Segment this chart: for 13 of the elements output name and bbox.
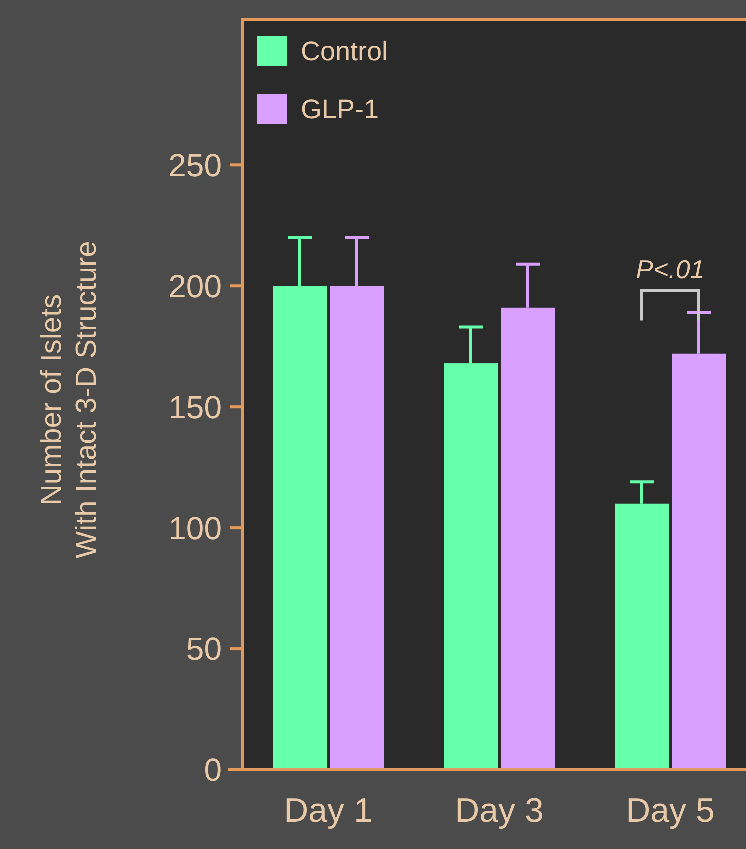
x-tick-label: Day 3 xyxy=(455,792,544,830)
y-tick-label: 0 xyxy=(204,752,222,788)
y-tick-label: 200 xyxy=(168,268,222,304)
x-tick-label: Day 1 xyxy=(284,792,373,830)
y-tick-label: 50 xyxy=(186,631,222,668)
y-tick-label: 100 xyxy=(168,510,222,546)
x-tick-label: Day 5 xyxy=(626,792,715,830)
legend-label: Control xyxy=(301,36,388,66)
legend-label: GLP-1 xyxy=(301,94,380,124)
annotation: P<.01 xyxy=(636,254,705,285)
y-axis-title: Number of Islets With Intact 3-D Structure xyxy=(36,241,103,559)
y-tick-label: 250 xyxy=(168,147,222,184)
y-tick-label: 150 xyxy=(168,389,222,426)
